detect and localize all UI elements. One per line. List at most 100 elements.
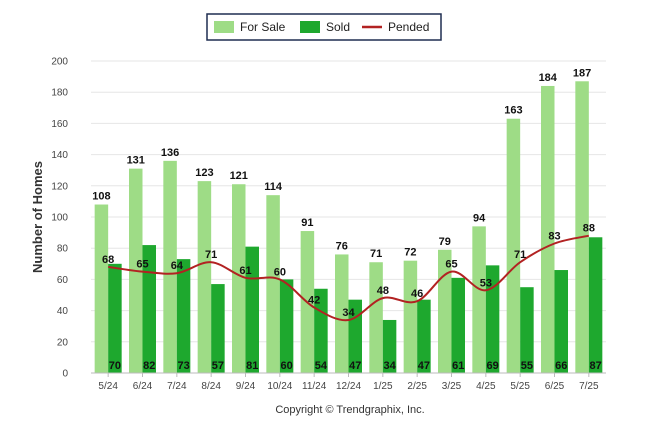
data-label-sold: 87 [589,360,601,372]
data-label-pended: 65 [445,259,457,271]
data-label-pended: 83 [548,231,560,243]
data-label-sold: 70 [109,360,121,372]
x-tick-label: 5/24 [98,381,118,392]
data-label-sold: 66 [555,360,567,372]
legend-box [206,13,442,41]
data-label-sold: 54 [315,360,328,372]
x-tick-label: 7/24 [167,381,187,392]
x-tick-label: 3/25 [442,381,462,392]
data-label-for-sale: 108 [92,191,110,203]
bar-for-sale[interactable] [403,260,418,373]
y-axis-title: Number of Homes [30,161,45,273]
x-tick-label: 5/25 [510,381,530,392]
x-tick-label: 7/25 [579,381,599,392]
data-label-for-sale: 79 [439,236,451,248]
y-tick-label: 160 [51,119,68,130]
y-tick-label: 100 [51,213,68,224]
bar-sold[interactable] [108,263,122,373]
bar-sold[interactable] [588,237,603,373]
bar-for-sale[interactable] [472,226,486,373]
x-tick-label: 1/25 [373,381,393,392]
data-label-sold: 82 [143,360,155,372]
bar-for-sale[interactable] [266,195,280,373]
x-tick-label: 11/24 [302,381,327,392]
bars [94,81,603,374]
bar-sold[interactable] [417,299,431,373]
data-label-for-sale: 76 [336,240,348,252]
y-tick-label: 180 [51,88,68,99]
x-tick-label: 9/24 [236,381,256,392]
data-label-pended: 46 [411,288,423,300]
y-tick-label: 200 [51,57,68,68]
y-tick-label: 20 [57,337,69,348]
data-label-pended: 88 [583,223,595,235]
data-label-sold: 60 [280,360,292,372]
data-label-for-sale: 72 [404,247,416,259]
data-label-for-sale: 136 [161,147,179,159]
x-tick-label: 4/25 [476,381,496,392]
data-label-pended: 68 [102,254,114,266]
bar-sold[interactable] [554,270,569,373]
copyright-footer: Copyright © Trendgraphix, Inc. [275,404,424,416]
bar-for-sale[interactable] [232,184,246,373]
bar-sold[interactable] [211,284,225,373]
x-tick-label: 10/24 [267,381,292,392]
pended-line-layer [108,234,590,322]
bar-for-sale[interactable] [438,249,452,373]
bar-sold[interactable] [176,259,191,373]
bar-for-sale[interactable] [575,81,589,373]
data-label-for-sale: 91 [301,217,313,229]
legend-label-pended: Pended [388,20,429,34]
bar-for-sale[interactable] [94,204,109,373]
data-label-sold: 34 [383,360,396,372]
data-label-pended: 53 [480,277,492,289]
data-label-pended: 65 [136,259,148,271]
data-label-pended: 71 [514,249,526,261]
data-label-for-sale: 71 [370,248,382,260]
bar-for-sale[interactable] [369,262,383,373]
x-axis-ticks: 5/24 6/24 7/24 8/24 9/24 10/24 11/24 12/24 1/25 2… [98,373,599,392]
bar-sold[interactable] [485,265,500,373]
data-label-sold: 47 [349,360,361,372]
data-label-for-sale: 187 [573,67,591,79]
data-label-for-sale: 131 [127,155,145,167]
data-label-pended: 60 [274,266,286,278]
bar-for-sale[interactable] [335,254,349,373]
y-tick-label: 140 [51,150,68,161]
legend[interactable]: For Sale Sold Pended [206,13,442,41]
y-tick-label: 40 [57,306,69,317]
data-label-pended: 34 [342,307,355,319]
data-label-for-sale: 163 [504,105,522,117]
data-label-pended: 64 [171,260,184,272]
legend-label-sold: Sold [326,20,350,34]
data-label-sold: 73 [177,360,189,372]
data-label-sold: 61 [452,360,464,372]
legend-label-for-sale: For Sale [240,20,286,34]
data-label-pended: 48 [377,285,389,297]
bar-for-sale[interactable] [541,85,555,374]
bar-sold[interactable] [451,277,466,373]
y-axis-ticks: 0 20 40 60 80 100 120 140 160 180 200 [51,57,68,380]
data-label-sold: 47 [418,360,430,372]
legend-swatch-sold [300,21,320,33]
bar-for-sale[interactable] [506,118,521,373]
bar-sold[interactable] [520,287,534,373]
bar-sold[interactable] [279,279,294,373]
data-label-sold: 81 [246,360,258,372]
data-label-sold: 55 [521,360,533,372]
x-tick-label: 12/24 [336,381,361,392]
bar-for-sale[interactable] [163,160,177,373]
bar-for-sale[interactable] [197,181,212,373]
bar-sold[interactable] [382,319,397,373]
y-tick-label: 60 [57,275,69,286]
data-label-pended: 71 [205,249,217,261]
y-tick-label: 120 [51,181,68,192]
data-label-for-sale: 114 [264,181,283,193]
bar-sold[interactable] [142,245,157,373]
legend-swatch-for-sale [214,21,234,33]
data-label-for-sale: 123 [195,167,213,179]
pended-line[interactable] [108,234,590,322]
data-label-pended: 61 [239,265,251,277]
